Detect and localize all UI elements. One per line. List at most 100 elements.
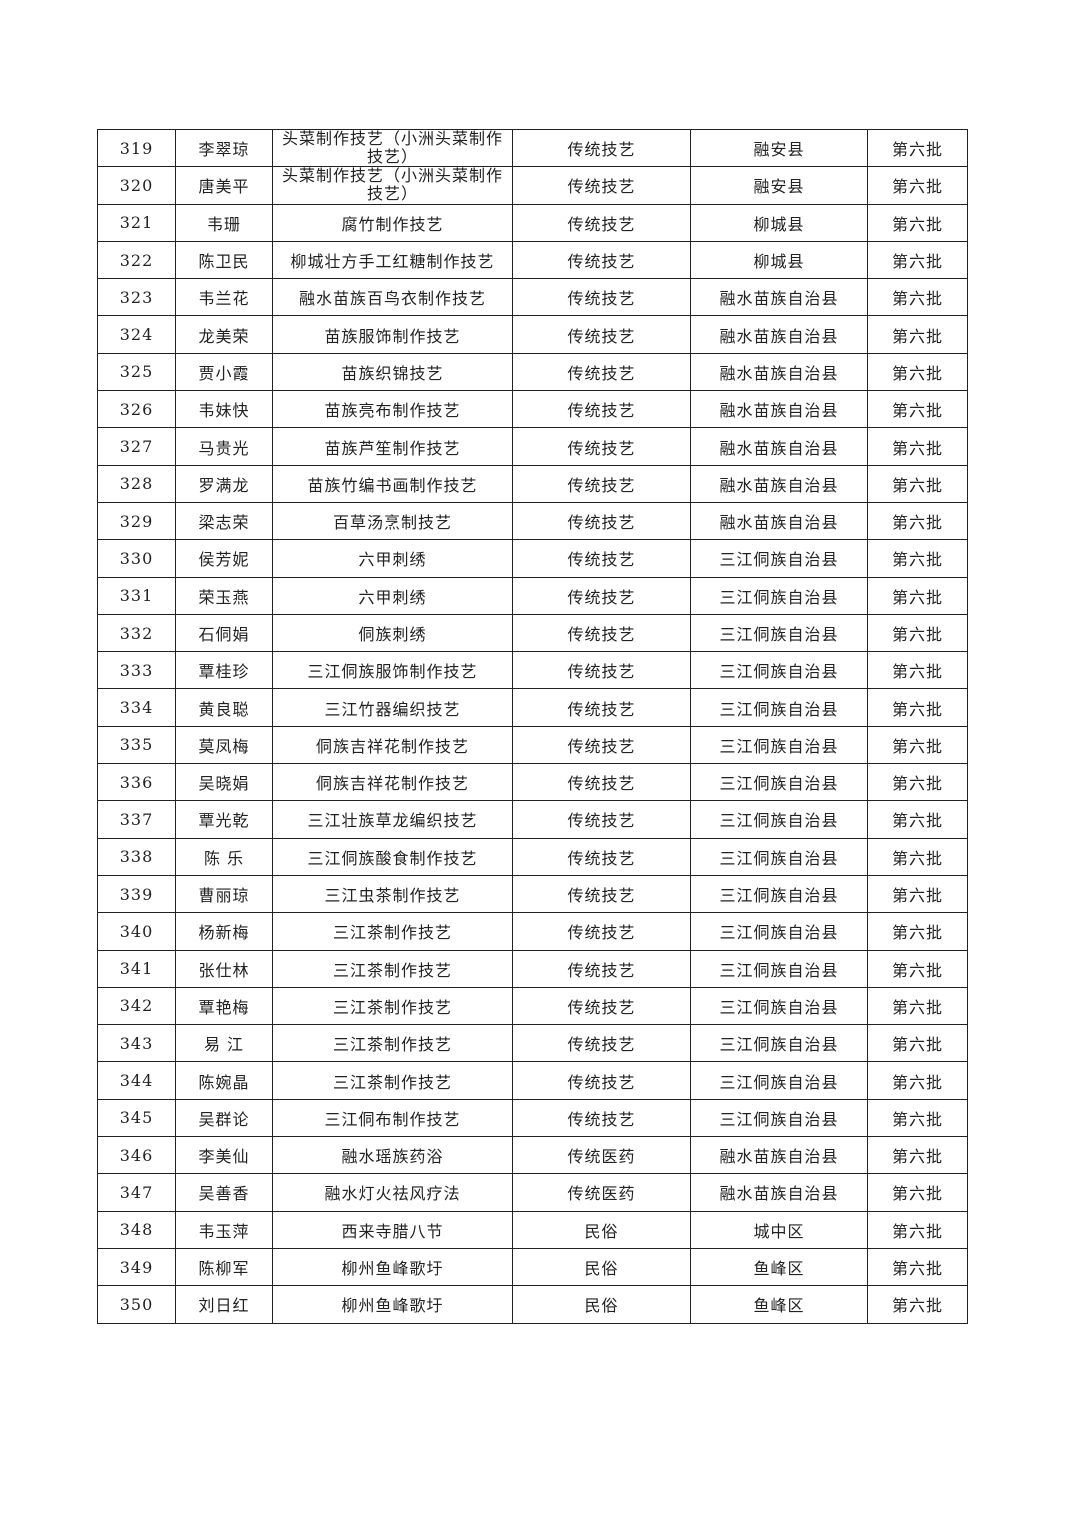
category: 民俗 xyxy=(512,1285,691,1324)
batch: 第六批 xyxy=(867,128,968,168)
batch: 第六批 xyxy=(867,613,968,653)
name: 陈卫民 xyxy=(175,240,273,280)
name: 莫凤梅 xyxy=(175,725,273,765)
project: 苗族芦笙制作技艺 xyxy=(272,427,513,466)
batch: 第六批 xyxy=(867,725,968,765)
region: 三江侗族自治县 xyxy=(690,912,868,951)
project: 柳州鱼峰歌圩 xyxy=(272,1247,513,1287)
category: 传统技艺 xyxy=(512,166,691,205)
batch: 第六批 xyxy=(867,1285,968,1324)
row-number: 326 xyxy=(97,390,176,429)
row-number: 319 xyxy=(97,128,176,168)
batch: 第六批 xyxy=(867,203,968,242)
row-number: 332 xyxy=(97,613,176,653)
table-row: 332 石侗娟 侗族刺绣 传统技艺 三江侗族自治县 第六批 xyxy=(97,613,968,653)
region: 三江侗族自治县 xyxy=(690,986,868,1026)
name: 龙美荣 xyxy=(175,315,273,354)
table-row: 324 龙美荣 苗族服饰制作技艺 传统技艺 融水苗族自治县 第六批 xyxy=(97,315,968,354)
table-row: 329 梁志荣 百草汤烹制技艺 传统技艺 融水苗族自治县 第六批 xyxy=(97,501,968,541)
category: 传统技艺 xyxy=(512,390,691,429)
region: 三江侗族自治县 xyxy=(690,1098,868,1138)
name: 覃艳梅 xyxy=(175,986,273,1026)
category: 传统技艺 xyxy=(512,240,691,280)
project: 头菜制作技艺（小洲头菜制作技艺） xyxy=(272,128,513,168)
region: 三江侗族自治县 xyxy=(690,874,868,914)
name: 马贵光 xyxy=(175,427,273,466)
category: 传统技艺 xyxy=(512,763,691,802)
table-row: 320 唐美平 头菜制作技艺（小洲头菜制作技艺） 传统技艺 融安县 第六批 xyxy=(97,166,968,205)
project: 六甲刺绣 xyxy=(272,576,513,615)
category: 传统医药 xyxy=(512,1136,691,1175)
row-number: 346 xyxy=(97,1136,176,1175)
batch: 第六批 xyxy=(867,278,968,317)
name: 黄良聪 xyxy=(175,688,273,727)
project: 三江虫茶制作技艺 xyxy=(272,874,513,914)
table-row: 344 陈婉晶 三江茶制作技艺 传统技艺 三江侗族自治县 第六批 xyxy=(97,1061,968,1100)
region: 融水苗族自治县 xyxy=(690,278,868,317)
name: 石侗娟 xyxy=(175,613,273,653)
row-number: 350 xyxy=(97,1285,176,1324)
category: 传统技艺 xyxy=(512,986,691,1026)
project: 柳州鱼峰歌圩 xyxy=(272,1285,513,1324)
project: 侗族吉祥花制作技艺 xyxy=(272,763,513,802)
table-row: 341 张仕林 三江茶制作技艺 传统技艺 三江侗族自治县 第六批 xyxy=(97,949,968,988)
table-row: 350 刘日红 柳州鱼峰歌圩 民俗 鱼峰区 第六批 xyxy=(97,1285,968,1324)
category: 传统技艺 xyxy=(512,912,691,951)
batch: 第六批 xyxy=(867,1024,968,1063)
name: 吴群论 xyxy=(175,1098,273,1138)
name: 吴晓娟 xyxy=(175,763,273,802)
row-number: 349 xyxy=(97,1247,176,1287)
name: 陈柳军 xyxy=(175,1247,273,1287)
name: 荣玉燕 xyxy=(175,576,273,615)
batch: 第六批 xyxy=(867,240,968,280)
name: 唐美平 xyxy=(175,166,273,205)
category: 传统医药 xyxy=(512,1173,691,1212)
row-number: 333 xyxy=(97,651,176,690)
table-row: 325 贾小霞 苗族织锦技艺 传统技艺 融水苗族自治县 第六批 xyxy=(97,352,968,392)
batch: 第六批 xyxy=(867,912,968,951)
batch: 第六批 xyxy=(867,539,968,578)
project: 三江茶制作技艺 xyxy=(272,912,513,951)
row-number: 322 xyxy=(97,240,176,280)
batch: 第六批 xyxy=(867,688,968,727)
cell-text: 头菜制作技艺（小洲头菜制作技艺） xyxy=(281,167,503,204)
region: 三江侗族自治县 xyxy=(690,725,868,765)
table-row: 347 吴善香 融水灯火祛风疗法 传统医药 融水苗族自治县 第六批 xyxy=(97,1173,968,1212)
batch: 第六批 xyxy=(867,1098,968,1138)
table-row: 331 荣玉燕 六甲刺绣 传统技艺 三江侗族自治县 第六批 xyxy=(97,576,968,615)
batch: 第六批 xyxy=(867,1210,968,1249)
table-row: 321 韦珊 腐竹制作技艺 传统技艺 柳城县 第六批 xyxy=(97,203,968,242)
name: 韦珊 xyxy=(175,203,273,242)
project: 三江侗布制作技艺 xyxy=(272,1098,513,1138)
category: 传统技艺 xyxy=(512,315,691,354)
batch: 第六批 xyxy=(867,986,968,1026)
category: 传统技艺 xyxy=(512,278,691,317)
table-row: 335 莫凤梅 侗族吉祥花制作技艺 传统技艺 三江侗族自治县 第六批 xyxy=(97,725,968,765)
batch: 第六批 xyxy=(867,874,968,914)
category: 传统技艺 xyxy=(512,725,691,765)
project: 融水灯火祛风疗法 xyxy=(272,1173,513,1212)
row-number: 337 xyxy=(97,800,176,839)
row-number: 331 xyxy=(97,576,176,615)
row-number: 341 xyxy=(97,949,176,988)
name: 韦兰花 xyxy=(175,278,273,317)
region: 融水苗族自治县 xyxy=(690,427,868,466)
batch: 第六批 xyxy=(867,1173,968,1212)
region: 三江侗族自治县 xyxy=(690,539,868,578)
row-number: 327 xyxy=(97,427,176,466)
name: 易 江 xyxy=(175,1024,273,1063)
category: 传统技艺 xyxy=(512,539,691,578)
row-number: 340 xyxy=(97,912,176,951)
project: 苗族服饰制作技艺 xyxy=(272,315,513,354)
row-number: 336 xyxy=(97,763,176,802)
row-number: 321 xyxy=(97,203,176,242)
name: 张仕林 xyxy=(175,949,273,988)
table-row: 319 李翠琼 头菜制作技艺（小洲头菜制作技艺） 传统技艺 融安县 第六批 xyxy=(97,128,968,168)
project: 柳城壮方手工红糖制作技艺 xyxy=(272,240,513,280)
row-number: 324 xyxy=(97,315,176,354)
category: 传统技艺 xyxy=(512,1098,691,1138)
row-number: 347 xyxy=(97,1173,176,1212)
category: 传统技艺 xyxy=(512,128,691,168)
region: 城中区 xyxy=(690,1210,868,1249)
